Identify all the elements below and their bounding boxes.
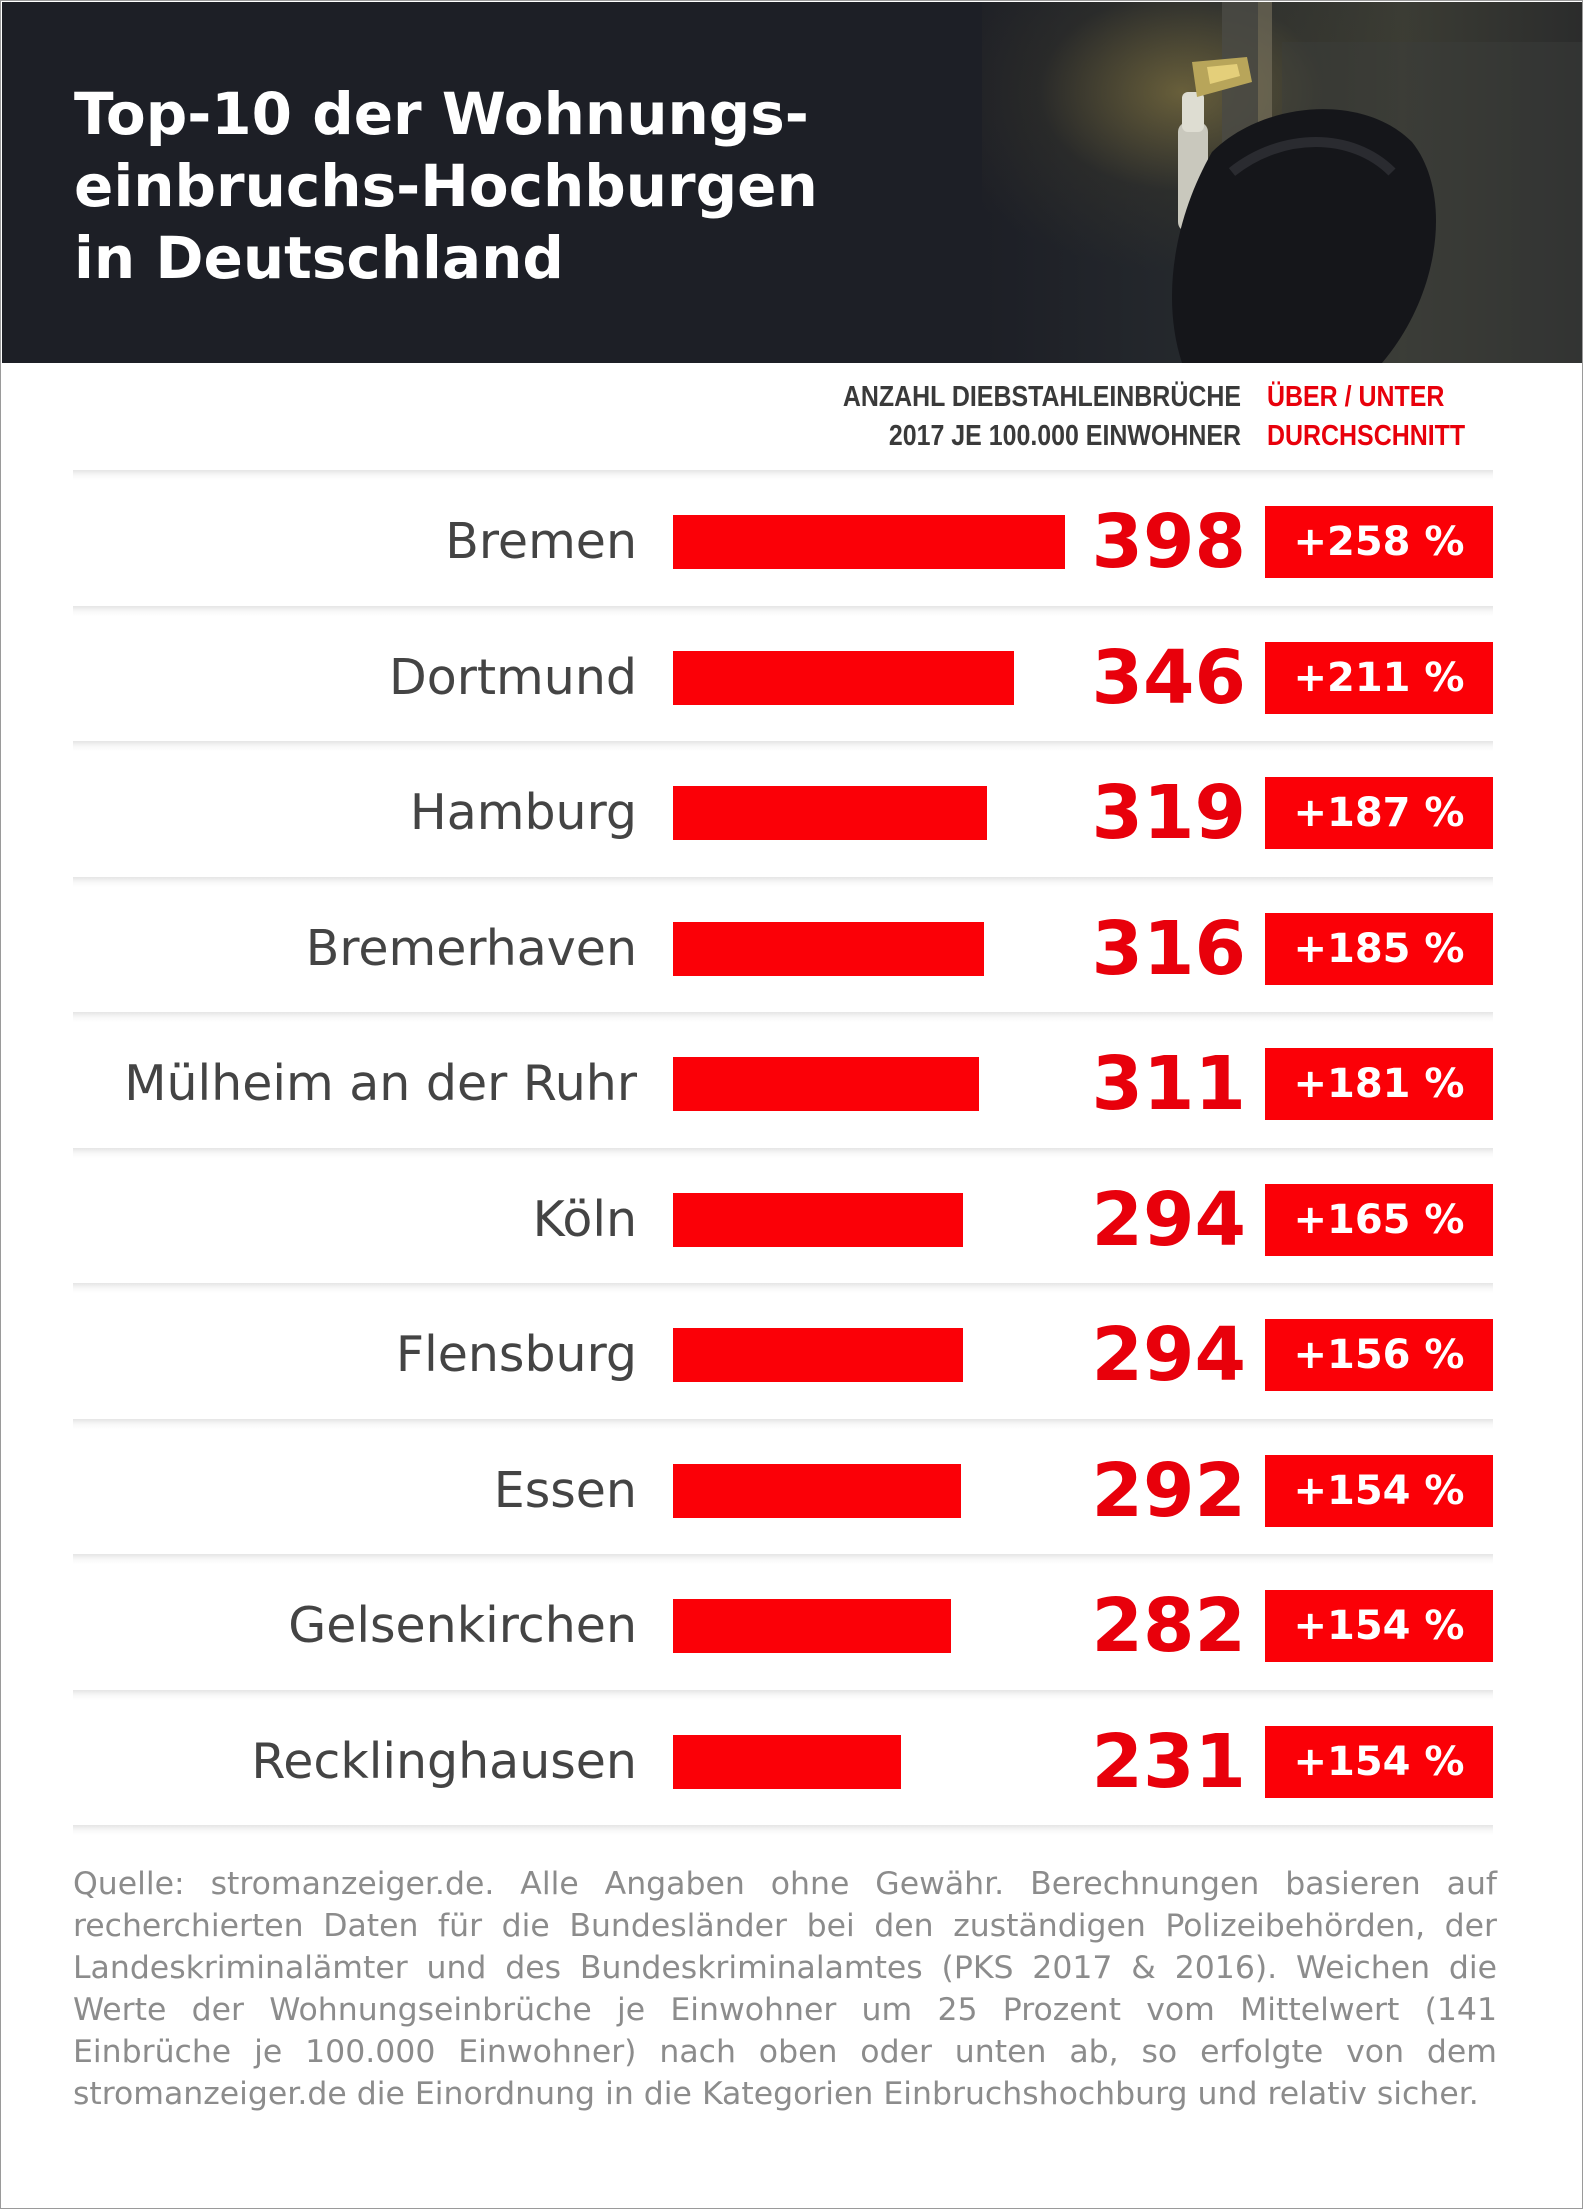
value-label: 294 — [1091, 1176, 1246, 1263]
row-separator — [73, 876, 1493, 887]
delta-badge: +165 % — [1265, 1183, 1493, 1256]
count-column-header: ANZAHL DIEBSTAHLEINBRÜCHE 2017 JE 100.00… — [828, 378, 1241, 456]
row-separator — [73, 741, 1493, 751]
delta-badge: +154 % — [1265, 1454, 1493, 1527]
value-label: 292 — [1091, 1447, 1246, 1534]
category-label: Bremerhaven — [305, 919, 637, 977]
delta-badge: +154 % — [1265, 1590, 1493, 1662]
value-label: 294 — [1091, 1312, 1246, 1398]
row-separator — [73, 1418, 1493, 1429]
delta-column-header-line-2: DURCHSCHNITT — [1267, 420, 1466, 452]
row-separator — [73, 470, 1493, 480]
delta-badge: +185 % — [1265, 912, 1493, 985]
delta-badge: +156 % — [1265, 1319, 1493, 1391]
delta-badge: +187 % — [1265, 777, 1493, 849]
category-label: Mülheim an der Ruhr — [124, 1055, 637, 1112]
bar — [673, 515, 1065, 569]
row-separator — [73, 1689, 1493, 1700]
delta-badge: +258 % — [1265, 506, 1493, 578]
page-title-line-2: einbruchs-Hochburgen — [74, 152, 818, 220]
value-label: 346 — [1091, 634, 1246, 721]
category-label: Dortmund — [388, 648, 637, 706]
page-title-line-1: Top-10 der Wohnungs- — [74, 80, 809, 148]
bar — [673, 650, 1014, 705]
bar — [673, 1192, 963, 1247]
category-label: Flensburg — [395, 1326, 637, 1383]
delta-badge: +211 % — [1265, 641, 1493, 714]
bar — [673, 1734, 901, 1789]
burglar-photo — [982, 2, 1582, 363]
bar — [673, 1463, 961, 1518]
value-label: 311 — [1091, 1041, 1246, 1127]
category-label: Recklinghausen — [251, 1732, 637, 1790]
bar — [673, 1599, 951, 1653]
bar — [673, 921, 985, 976]
category-label: Hamburg — [409, 784, 637, 841]
value-label: 282 — [1091, 1583, 1246, 1669]
value-label: 319 — [1091, 770, 1246, 856]
value-label: 398 — [1091, 499, 1246, 585]
value-label: 316 — [1091, 905, 1246, 992]
source-note: Quelle: stromanzeiger.de. Alle Angaben o… — [73, 1866, 1497, 2112]
delta-badge: +154 % — [1265, 1725, 1493, 1798]
value-label: 231 — [1091, 1718, 1246, 1805]
header-banner: Top-10 der Wohnungs- einbruchs-Hochburge… — [2, 2, 1582, 363]
category-label: Bremen — [445, 513, 637, 570]
row-separator — [73, 1147, 1493, 1158]
row-separator — [73, 1283, 1493, 1293]
category-label: Essen — [493, 1461, 637, 1519]
count-column-header-line-1: ANZAHL DIEBSTAHLEINBRÜCHE — [842, 381, 1241, 413]
category-label: Köln — [532, 1190, 637, 1248]
delta-column-header: ÜBER / UNTER DURCHSCHNITT — [1267, 378, 1465, 456]
row-separator — [73, 1554, 1493, 1564]
bar — [673, 1328, 963, 1382]
row-separator — [73, 605, 1493, 616]
delta-badge: +181 % — [1265, 1048, 1493, 1120]
bar — [673, 786, 988, 840]
category-label: Gelsenkirchen — [288, 1597, 637, 1654]
row-separator — [73, 1825, 1493, 1835]
page-title-line-3: in Deutschland — [74, 224, 564, 292]
count-column-header-line-2: 2017 JE 100.000 EINWOHNER — [888, 420, 1241, 452]
bar — [673, 1057, 980, 1111]
delta-column-header-line-1: ÜBER / UNTER — [1267, 381, 1445, 413]
row-separator — [73, 1012, 1493, 1022]
